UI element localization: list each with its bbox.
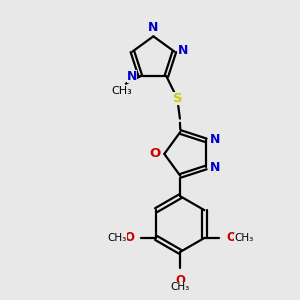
Text: CH₃: CH₃: [111, 86, 132, 96]
Text: O: O: [226, 231, 236, 244]
Text: N: N: [209, 133, 220, 146]
Text: CH₃: CH₃: [234, 233, 253, 243]
Text: S: S: [173, 92, 183, 105]
Text: O: O: [124, 231, 134, 244]
Text: N: N: [148, 21, 159, 34]
Text: O: O: [149, 147, 160, 161]
Text: O: O: [175, 274, 185, 287]
Text: N: N: [127, 70, 137, 83]
Text: N: N: [209, 161, 220, 174]
Text: CH₃: CH₃: [171, 282, 190, 292]
Text: N: N: [178, 44, 188, 57]
Text: CH₃: CH₃: [107, 233, 127, 243]
